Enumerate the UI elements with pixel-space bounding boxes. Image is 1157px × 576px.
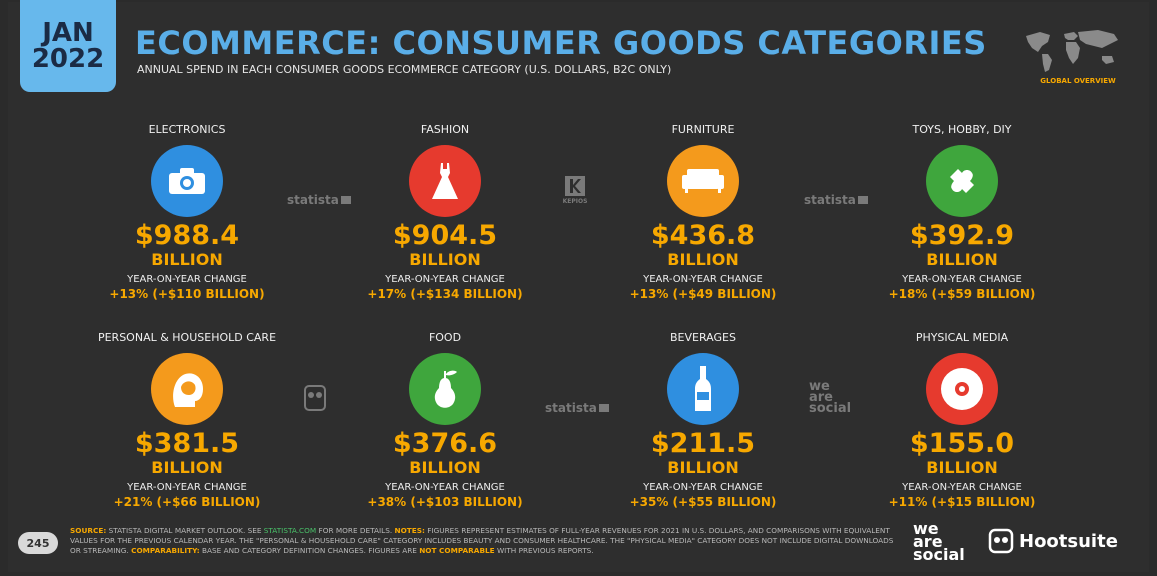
owl-icon [988,528,1014,554]
page-subtitle: ANNUAL SPEND IN EACH CONSUMER GOODS ECOM… [137,63,672,76]
category-card-electronics: ELECTRONICS $988.4 BILLION YEAR-ON-YEAR … [82,123,292,301]
yoy-value: +18% (+$59 BILLION) [888,287,1036,301]
disc-icon [926,353,998,425]
hootsuite-owl-logo [303,384,327,415]
hair-care-icon [151,353,223,425]
date-badge: JAN 2022 [20,0,116,92]
page-title: ECOMMERCE: CONSUMER GOODS CATEGORIES [135,24,987,62]
category-card-personal-care: PERSONAL & HOUSEHOLD CARE $381.5 BILLION… [82,331,292,509]
category-name: ELECTRONICS [148,123,226,136]
category-unit: BILLION [667,250,739,269]
statista-logo: statista [287,193,351,207]
category-unit: BILLION [151,458,223,477]
category-value: $155.0 [909,428,1015,459]
yoy-value: +13% (+$110 BILLION) [109,287,265,301]
category-value: $904.5 [392,220,498,251]
category-unit: BILLION [409,458,481,477]
category-name: FOOD [428,331,462,344]
category-value: $211.5 [650,428,756,459]
statista-logo: statista [545,401,609,415]
we-are-social-logo: we are social [809,379,852,416]
footnote: SOURCE: STATISTA DIGITAL MARKET OUTLOOK.… [70,526,894,555]
category-unit: BILLION [926,250,998,269]
statista-logo: statista [804,193,868,207]
yoy-value: +11% (+$15 BILLION) [888,495,1036,509]
hootsuite-logo: Hootsuite [988,528,1118,554]
category-name: FURNITURE [671,123,735,136]
category-card-fashion: FASHION $904.5 BILLION YEAR-ON-YEAR CHAN… [340,123,550,301]
date-month: JAN [42,18,94,48]
global-overview-label: GLOBAL OVERVIEW [1040,77,1116,85]
yoy-label: YEAR-ON-YEAR CHANGE [643,274,763,285]
yoy-value: +17% (+$134 BILLION) [367,287,523,301]
kepios-logo: KEPIOS [562,176,588,205]
statista-link[interactable]: STATISTA.COM [263,526,317,535]
category-unit: BILLION [151,250,223,269]
category-unit: BILLION [926,458,998,477]
page-number: 245 [18,532,58,554]
dress-icon [409,145,481,217]
yoy-label: YEAR-ON-YEAR CHANGE [385,274,505,285]
yoy-label: YEAR-ON-YEAR CHANGE [902,274,1022,285]
slide [8,2,1149,572]
category-card-beverages: BEVERAGES $211.5 BILLION YEAR-ON-YEAR CH… [598,331,808,509]
category-name: PERSONAL & HOUSEHOLD CARE [97,331,277,344]
yoy-label: YEAR-ON-YEAR CHANGE [385,482,505,493]
category-card-furniture: FURNITURE $436.8 BILLION YEAR-ON-YEAR CH… [598,123,808,301]
yoy-value: +35% (+$55 BILLION) [629,495,777,509]
sofa-icon [667,145,739,217]
category-card-physical-media: PHYSICAL MEDIA $155.0 BILLION YEAR-ON-YE… [857,331,1067,509]
date-year: 2022 [31,44,105,74]
category-value: $436.8 [650,220,756,251]
yoy-label: YEAR-ON-YEAR CHANGE [127,482,247,493]
category-value: $376.6 [392,428,498,459]
kepios-mark-icon [565,176,585,196]
yoy-value: +38% (+$103 BILLION) [367,495,523,509]
we-are-social-footer-logo: we are social [913,519,965,564]
category-name: TOYS, HOBBY, DIY [912,123,1012,136]
category-value: $988.4 [134,220,240,251]
yoy-value: +13% (+$49 BILLION) [629,287,777,301]
category-card-toys: TOYS, HOBBY, DIY $392.9 BILLION YEAR-ON-… [857,123,1067,301]
yoy-label: YEAR-ON-YEAR CHANGE [902,482,1022,493]
puzzle-icon [926,145,998,217]
yoy-label: YEAR-ON-YEAR CHANGE [127,274,247,285]
category-name: PHYSICAL MEDIA [915,331,1009,344]
yoy-label: YEAR-ON-YEAR CHANGE [643,482,763,493]
yoy-value: +21% (+$66 BILLION) [113,495,261,509]
category-value: $381.5 [134,428,240,459]
category-unit: BILLION [409,250,481,269]
category-unit: BILLION [667,458,739,477]
pear-icon [409,353,481,425]
category-name: FASHION [420,123,470,136]
category-value: $392.9 [909,220,1015,251]
bottle-icon [667,353,739,425]
camera-icon [151,145,223,217]
category-name: BEVERAGES [670,331,736,344]
owl-icon [304,385,326,411]
category-card-food: FOOD $376.6 BILLION YEAR-ON-YEAR CHANGE … [340,331,550,509]
world-map-icon [1026,30,1118,72]
